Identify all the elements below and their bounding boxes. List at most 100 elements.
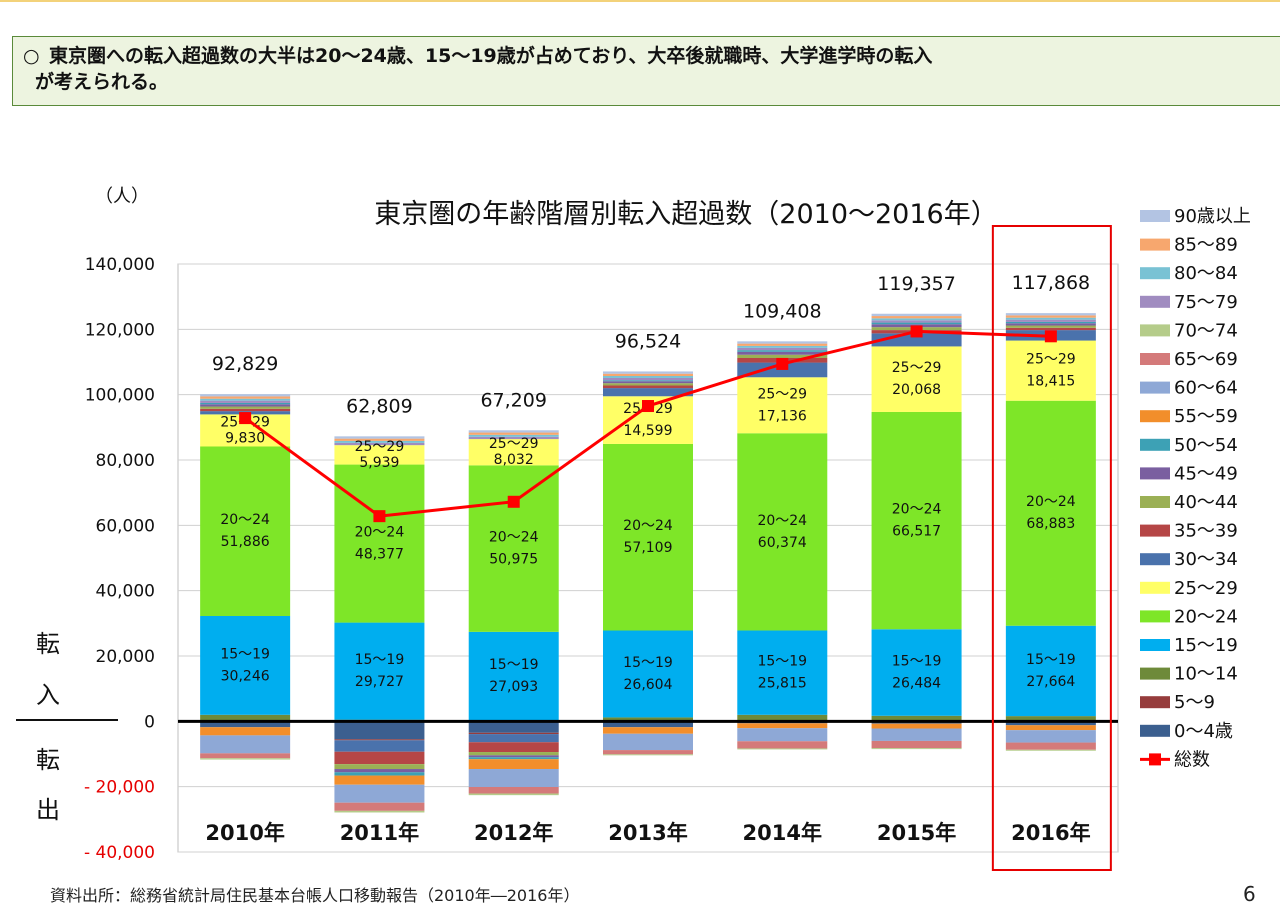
side-label-out-1: 転 — [36, 746, 60, 774]
bar-segment — [871, 748, 962, 750]
bar-segment — [871, 728, 962, 741]
bar-segment — [200, 398, 291, 401]
legend-swatch — [1140, 581, 1170, 594]
segment-label-value: 27,664 — [1026, 674, 1075, 690]
legend-label: 35～39 — [1174, 521, 1238, 542]
bar-segment — [603, 377, 693, 381]
bar-segment — [334, 622, 425, 720]
bar-segment — [468, 755, 559, 758]
legend-swatch — [1140, 267, 1170, 280]
bar-segment — [603, 443, 693, 631]
total-label: 62,809 — [346, 395, 412, 417]
bar-segment — [468, 432, 559, 435]
total-marker — [507, 495, 520, 508]
x-tick-label: 2016年 — [1011, 821, 1090, 845]
bar-segment — [603, 373, 693, 377]
bar-segment — [1005, 725, 1096, 731]
segment-label-value: 25,815 — [758, 676, 807, 692]
legend-swatch — [1140, 467, 1170, 480]
x-tick-label: 2014年 — [743, 821, 822, 845]
legend-label: 40～44 — [1174, 492, 1238, 513]
bar-segment — [468, 757, 559, 760]
bar-segment — [1005, 721, 1096, 726]
legend-label: 80～84 — [1174, 263, 1238, 284]
segment-label-value: 48,377 — [355, 547, 404, 563]
segment-label-value: 8,032 — [494, 452, 534, 468]
bar-segment — [1005, 323, 1096, 326]
bar-segment — [737, 351, 828, 355]
segment-label-value: 29,727 — [355, 674, 404, 690]
total-label: 92,829 — [212, 353, 278, 375]
x-tick-label: 2013年 — [608, 821, 687, 845]
segment-label-name: 20～24 — [220, 512, 270, 528]
bar-segment — [1005, 400, 1096, 626]
chart-title: 東京圏の年齢階層別転入超過数（2010～2016年） — [374, 199, 997, 230]
summary-text-1: 東京圏への転入超過数の大半は20～24歳、15～19歳が占めており、大卒後就職時… — [49, 45, 933, 67]
segment-label-name: 15～19 — [489, 657, 539, 673]
bar-segment — [1005, 340, 1096, 401]
legend-label: 55～59 — [1174, 406, 1238, 427]
bar-segment — [334, 464, 425, 623]
y-tick-label: 120,000 — [85, 320, 155, 340]
bar-segment — [468, 631, 559, 721]
legend-swatch — [1140, 410, 1170, 423]
bar-segment — [1005, 742, 1096, 750]
bar-segment — [1005, 313, 1096, 316]
segment-label-name: 20～24 — [489, 530, 539, 546]
bar-segment — [200, 400, 291, 403]
bar-segment — [737, 723, 828, 729]
segment-label-value: 30,246 — [221, 668, 270, 684]
bar-segment — [737, 343, 828, 346]
legend-label: 25～29 — [1174, 578, 1238, 599]
bar-segment — [1005, 321, 1096, 324]
segment-label-value: 18,415 — [1026, 374, 1075, 390]
segment-label-value: 17,136 — [758, 408, 807, 424]
legend-swatch — [1140, 667, 1170, 680]
top-rule — [0, 0, 1280, 2]
y-tick-label: 100,000 — [85, 386, 155, 406]
total-label: 117,868 — [1012, 272, 1091, 294]
bar-segment — [334, 445, 425, 465]
legend-swatch — [1140, 610, 1170, 623]
side-label-out-2: 出 — [36, 796, 60, 824]
legend-swatch — [1140, 210, 1170, 222]
bar-segment — [200, 727, 291, 736]
bar-segment — [871, 629, 962, 716]
bar-segment — [871, 313, 962, 317]
bar-segment — [737, 728, 828, 742]
bar-segment — [871, 322, 962, 325]
bar-segment — [200, 721, 291, 728]
legend-label: 75～79 — [1174, 292, 1238, 313]
bar-segment — [871, 411, 962, 630]
legend-swatch — [1140, 381, 1170, 394]
bar-segment — [737, 345, 828, 348]
bar-segment — [468, 742, 559, 753]
bar-segment — [871, 318, 962, 321]
bar-segment — [334, 438, 425, 441]
legend-label: 85～89 — [1174, 235, 1238, 256]
bar-segment — [737, 350, 828, 352]
bar-segment — [603, 717, 693, 721]
x-tick-label: 2011年 — [340, 821, 419, 845]
summary-line-1: ○ 東京圏への転入超過数の大半は20～24歳、15～19歳が占めており、大卒後就職… — [23, 43, 1280, 69]
bar-segment — [603, 385, 693, 389]
x-tick-label: 2012年 — [474, 821, 553, 845]
segment-label-name: 20～24 — [623, 518, 673, 534]
legend-swatch — [1140, 524, 1170, 537]
legend-swatch — [1140, 553, 1170, 566]
x-tick-label: 2015年 — [877, 821, 956, 845]
bar-segment — [468, 769, 559, 787]
legend-swatch — [1140, 238, 1170, 251]
bar-segment — [334, 739, 425, 741]
bar-segment — [468, 793, 559, 796]
segment-label-name: 15～19 — [220, 646, 270, 662]
segment-label-value: 50,975 — [489, 552, 538, 568]
segment-label-value: 26,484 — [892, 676, 941, 692]
side-label-in-1: 転 — [36, 630, 60, 658]
legend-swatch — [1140, 295, 1170, 308]
bar-segment — [603, 721, 693, 728]
bar-segment — [871, 346, 962, 412]
bar-segment — [737, 714, 828, 721]
bar-segment — [200, 446, 291, 616]
segment-label-name: 15～19 — [892, 654, 942, 670]
